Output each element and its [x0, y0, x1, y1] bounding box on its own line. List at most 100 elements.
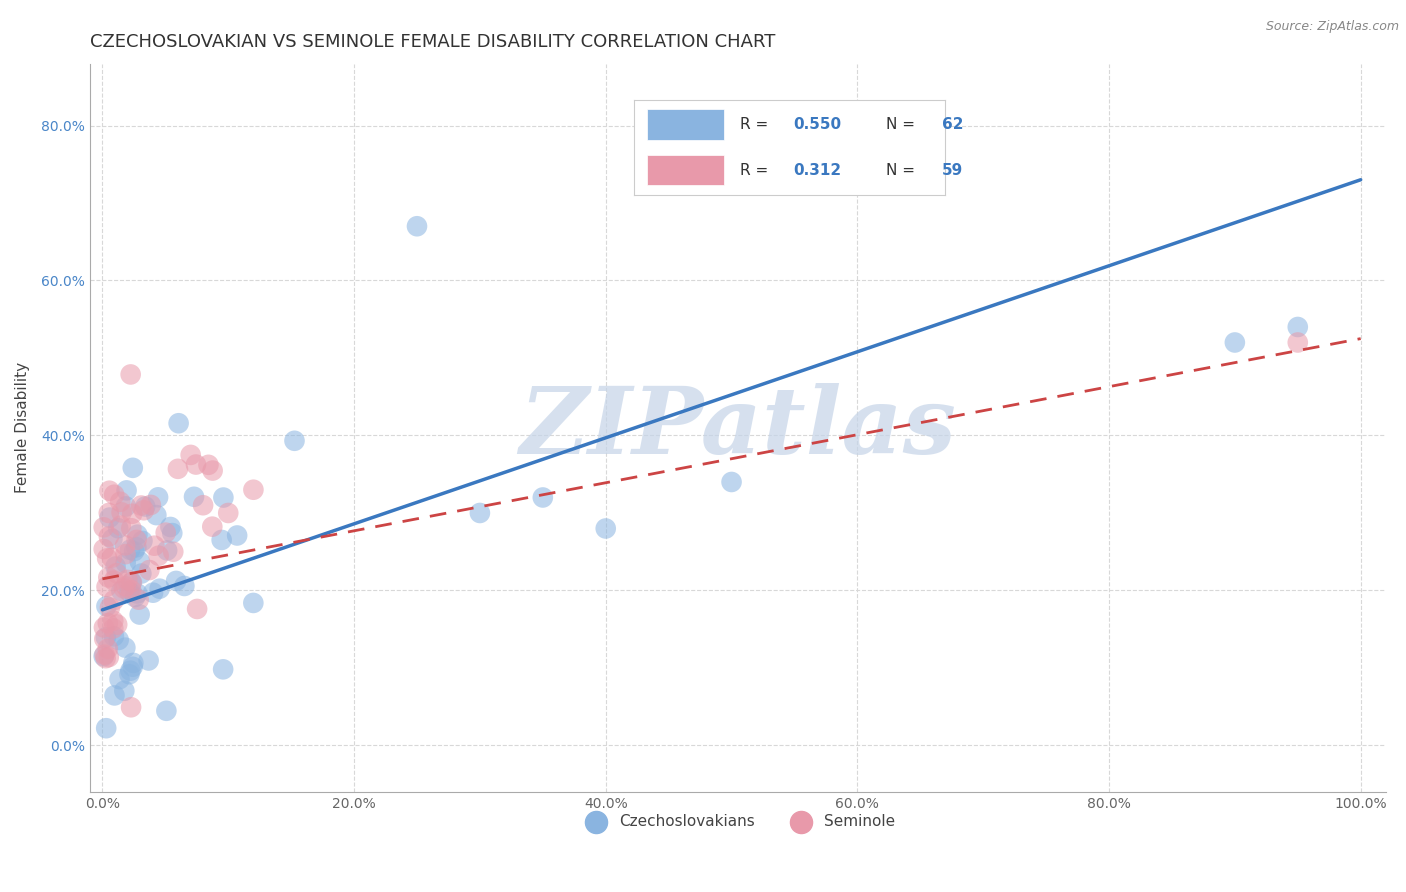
Point [184, 458, 207, 472]
Point [134, 500, 156, 514]
Point [155, 704, 177, 718]
Point [105, 566, 128, 581]
Point [96, 599, 118, 614]
Point [406, 219, 429, 234]
Point [283, 434, 305, 448]
Point [720, 475, 742, 489]
Point [145, 508, 167, 522]
Point [110, 495, 132, 509]
Point [117, 573, 139, 587]
Point [201, 519, 224, 533]
Point [98, 483, 121, 498]
Point [128, 592, 150, 607]
Point [121, 507, 143, 521]
Point [120, 583, 142, 598]
Point [138, 563, 160, 577]
Point [173, 579, 195, 593]
Point [217, 506, 239, 520]
Point [121, 659, 143, 673]
Point [531, 491, 554, 505]
Point [114, 579, 136, 593]
Point [143, 539, 166, 553]
Point [159, 520, 181, 534]
Point [162, 526, 184, 541]
Point [93, 632, 115, 646]
Point [105, 617, 128, 632]
Point [98, 600, 121, 615]
Point [121, 575, 143, 590]
Point [155, 525, 177, 540]
Point [121, 460, 143, 475]
Point [114, 640, 136, 655]
Point [93, 648, 115, 662]
Point [110, 518, 132, 533]
Point [103, 488, 125, 502]
Point [595, 521, 617, 535]
Point [138, 653, 160, 667]
Point [129, 499, 152, 513]
Point [103, 622, 125, 636]
Point [96, 551, 118, 566]
Point [114, 538, 136, 552]
Point [186, 602, 208, 616]
Point [103, 593, 125, 607]
Point [120, 664, 142, 678]
Point [97, 615, 120, 630]
Point [97, 570, 120, 584]
Point [114, 556, 136, 570]
Point [103, 574, 125, 588]
Point [1286, 320, 1309, 334]
Point [103, 629, 125, 643]
Point [118, 584, 141, 599]
Point [118, 542, 141, 557]
Point [96, 580, 118, 594]
Point [122, 656, 145, 670]
Y-axis label: Female Disability: Female Disability [15, 362, 30, 493]
Point [115, 483, 138, 498]
Point [132, 503, 155, 517]
Point [112, 683, 135, 698]
Point [165, 574, 187, 588]
Point [120, 521, 142, 535]
Legend: Czechoslovakians, Seminole: Czechoslovakians, Seminole [575, 808, 901, 835]
Point [162, 545, 184, 559]
Point [128, 555, 150, 569]
Point [125, 533, 148, 547]
Point [242, 596, 264, 610]
Point [112, 582, 135, 596]
Point [94, 630, 117, 644]
Point [149, 582, 172, 596]
Point [93, 649, 115, 664]
Point [94, 651, 117, 665]
Point [101, 532, 124, 546]
Point [212, 662, 235, 676]
Point [93, 620, 115, 634]
Point [110, 584, 132, 599]
Text: ZIPatlas: ZIPatlas [519, 383, 956, 473]
Point [93, 520, 115, 534]
Point [127, 527, 149, 541]
Point [97, 529, 120, 543]
Text: CZECHOSLOVAKIAN VS SEMINOLE FEMALE DISABILITY CORRELATION CHART: CZECHOSLOVAKIAN VS SEMINOLE FEMALE DISAB… [90, 33, 775, 51]
Point [180, 448, 202, 462]
Point [97, 506, 120, 520]
Point [226, 528, 249, 542]
Point [191, 498, 214, 512]
Point [201, 464, 224, 478]
Point [104, 559, 127, 574]
Point [122, 544, 145, 558]
Point [211, 533, 233, 547]
Point [121, 575, 143, 590]
Point [108, 672, 131, 686]
Point [107, 521, 129, 535]
Point [97, 641, 120, 656]
Point [103, 689, 125, 703]
Point [103, 614, 125, 628]
Point [120, 368, 142, 382]
Point [96, 721, 118, 735]
Point [115, 500, 138, 514]
Point [1223, 335, 1246, 350]
Point [139, 498, 162, 512]
Point [167, 462, 190, 476]
Point [124, 590, 146, 604]
